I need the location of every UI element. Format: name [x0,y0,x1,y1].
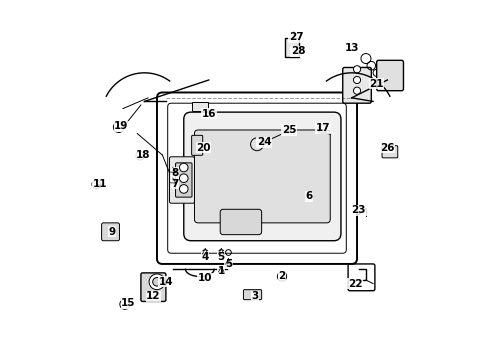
FancyBboxPatch shape [183,112,340,241]
Text: 18: 18 [135,150,150,160]
Text: 7: 7 [171,179,178,189]
Text: 1: 1 [217,266,224,276]
Text: 2: 2 [278,271,285,282]
Circle shape [179,185,188,193]
Text: 25: 25 [281,125,296,135]
Circle shape [179,163,188,172]
Text: 8: 8 [171,168,178,178]
Text: 5: 5 [217,252,224,262]
FancyBboxPatch shape [342,67,370,103]
Text: 10: 10 [198,273,212,283]
Text: 27: 27 [288,32,303,42]
FancyBboxPatch shape [192,102,207,111]
FancyBboxPatch shape [381,146,397,158]
FancyBboxPatch shape [191,135,203,156]
Text: 9: 9 [108,227,115,237]
FancyBboxPatch shape [243,290,261,300]
Text: 15: 15 [121,298,135,308]
Text: 22: 22 [347,279,362,289]
FancyBboxPatch shape [285,38,298,58]
FancyBboxPatch shape [376,60,403,91]
FancyBboxPatch shape [175,163,192,197]
FancyBboxPatch shape [102,223,119,241]
Text: 19: 19 [114,121,128,131]
FancyBboxPatch shape [169,157,194,203]
Circle shape [149,274,164,290]
Text: 24: 24 [256,138,271,148]
Circle shape [179,174,188,183]
Circle shape [353,76,360,84]
FancyBboxPatch shape [141,273,165,301]
FancyBboxPatch shape [194,130,329,223]
Text: 17: 17 [315,123,330,133]
Text: 6: 6 [305,191,312,201]
Circle shape [152,278,161,286]
Circle shape [353,87,360,94]
Text: 4: 4 [201,252,208,262]
Text: 23: 23 [351,205,366,215]
Text: 21: 21 [368,78,383,89]
FancyBboxPatch shape [220,209,261,235]
Text: 13: 13 [344,43,358,53]
Text: 12: 12 [146,291,161,301]
Circle shape [353,66,360,73]
Text: 14: 14 [158,277,173,287]
Text: 28: 28 [290,46,305,57]
Text: 16: 16 [201,109,216,119]
Text: 3: 3 [251,291,258,301]
Text: 20: 20 [196,143,210,153]
Text: 5: 5 [224,259,232,269]
Text: 26: 26 [379,143,394,153]
Text: 11: 11 [92,179,107,189]
